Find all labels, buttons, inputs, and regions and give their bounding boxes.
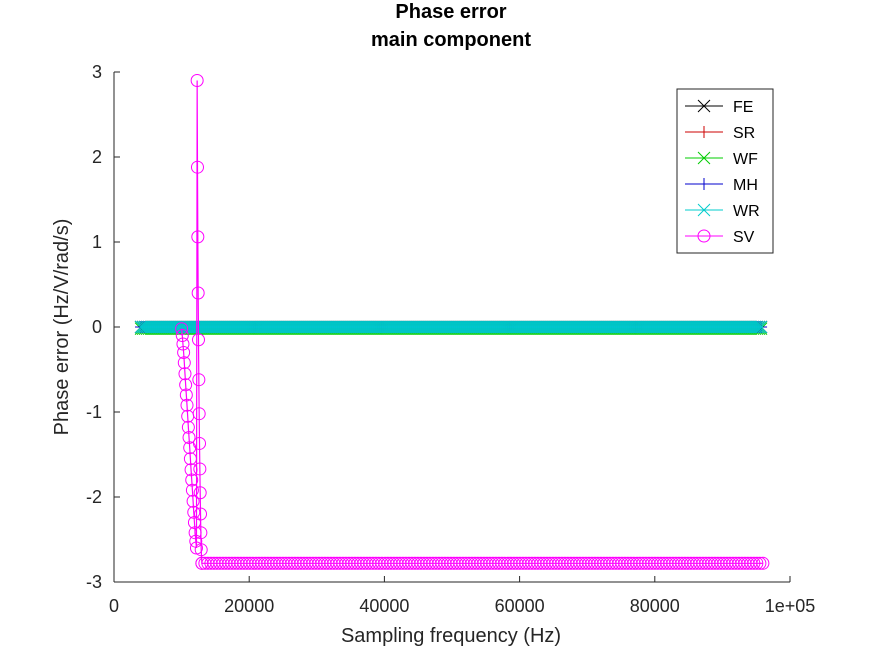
data-point — [180, 398, 194, 412]
data-point — [753, 556, 767, 570]
data-point — [754, 320, 768, 334]
data-point — [190, 160, 204, 174]
legend-label: FE — [733, 99, 753, 116]
legend-marker — [697, 203, 711, 217]
data-point — [191, 230, 205, 244]
data-point — [750, 556, 764, 570]
data-point — [182, 431, 196, 444]
legend-label: MH — [733, 177, 758, 194]
data-point — [192, 373, 206, 387]
series-wr — [134, 320, 768, 334]
data-point — [183, 452, 197, 466]
y-tick-label: -2 — [86, 487, 102, 507]
y-axis-label: Phase error (Hz/V/rad/s) — [51, 219, 73, 436]
x-tick-label: 60000 — [495, 596, 545, 616]
y-tick-label: 2 — [92, 147, 102, 167]
data-point — [177, 356, 191, 370]
legend-item-sr: SR — [685, 125, 755, 142]
legend-item-mh: MH — [685, 177, 758, 194]
y-tick-label: 1 — [92, 232, 102, 252]
legend-marker — [697, 151, 711, 165]
x-tick-label: 40000 — [359, 596, 409, 616]
data-point — [192, 333, 205, 347]
y-tick-label: 0 — [92, 317, 102, 337]
y-tick-label: 3 — [92, 62, 102, 82]
x-tick-label: 1e+05 — [765, 596, 816, 616]
series-sv — [175, 74, 770, 570]
data-point — [178, 367, 192, 381]
data-point — [187, 505, 201, 519]
legend-label: SV — [733, 229, 755, 246]
legend-marker — [697, 229, 711, 243]
data-point — [752, 320, 766, 334]
data-point — [181, 420, 195, 434]
data-point — [179, 388, 193, 402]
legend-marker — [698, 178, 710, 190]
data-point — [186, 494, 200, 508]
data-point — [188, 526, 202, 540]
data-point — [192, 407, 206, 421]
legend-item-fe: FE — [685, 99, 753, 116]
data-point — [185, 473, 199, 487]
legend-marker — [698, 126, 710, 138]
sv-series-line — [181, 80, 763, 564]
data-point — [187, 516, 201, 529]
legend-box — [676, 88, 774, 254]
legend-item-wr: WR — [685, 203, 760, 220]
legend-label: SR — [733, 125, 755, 142]
data-point — [756, 556, 770, 570]
data-point — [194, 507, 208, 521]
data-point — [179, 378, 193, 392]
data-point — [193, 462, 207, 476]
x-tick-label: 20000 — [224, 596, 274, 616]
chart-subtitle: main component — [371, 29, 531, 51]
data-point — [177, 346, 191, 359]
data-point — [747, 556, 761, 570]
axes-layer: 0 20000 40000 60000 80000 1e+05 -3 -2 -1 0 1 2 3 — [86, 62, 815, 616]
x-axis-label: Sampling frequency (Hz) — [341, 625, 561, 647]
data-point — [175, 329, 189, 342]
data-point — [193, 436, 207, 450]
series-layer — [134, 74, 770, 570]
legend-label: WR — [733, 203, 760, 220]
y-tick-label: -1 — [86, 402, 102, 422]
chart-title: Phase error — [395, 1, 506, 23]
x-tick-label: 80000 — [630, 596, 680, 616]
legend-item-wf: WF — [685, 151, 758, 168]
data-point — [193, 486, 207, 500]
data-point — [194, 543, 208, 557]
data-point — [194, 526, 208, 540]
data-point — [184, 463, 198, 477]
data-point — [750, 320, 764, 334]
data-point — [176, 337, 190, 351]
legend: FE SR WF MH WR SV — [676, 88, 774, 254]
data-point — [748, 320, 762, 334]
legend-item-sv: SV — [685, 229, 755, 246]
data-point — [190, 74, 204, 87]
data-point — [191, 286, 205, 300]
legend-label: WF — [733, 151, 758, 168]
data-point — [185, 483, 199, 497]
x-tick-label: 0 — [109, 596, 119, 616]
y-tick-label: -3 — [86, 572, 102, 592]
data-point — [175, 322, 189, 336]
legend-marker — [697, 99, 711, 113]
